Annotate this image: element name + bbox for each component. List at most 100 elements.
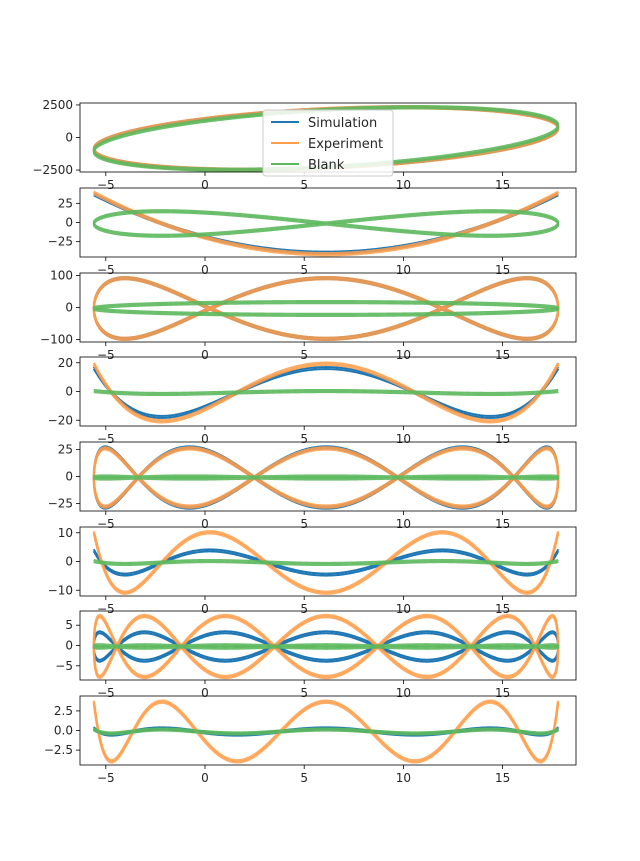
x-tick-label: −5: [97, 432, 115, 446]
x-tick-label: 0: [201, 263, 209, 277]
x-tick-label: 5: [300, 178, 308, 192]
series-line-experiment: [92, 363, 560, 424]
y-tick-label: −100: [40, 332, 73, 346]
series-line-blank: [93, 560, 559, 567]
series-group: [92, 530, 560, 595]
y-tick-label: 0: [65, 301, 73, 315]
x-tick-label: 10: [396, 178, 411, 192]
y-tick-label: 0: [65, 385, 73, 399]
series-line-blank: [92, 302, 560, 317]
legend-box: [262, 109, 394, 177]
subplot-2: −25 0 25 −5 0 5 10 15: [48, 187, 577, 277]
legend-label-blank: Blank: [308, 158, 345, 173]
x-tick-label: 5: [300, 602, 308, 616]
series-line-experiment: [92, 277, 560, 342]
x-tick-label: 15: [495, 178, 510, 192]
x-tick-label: 10: [396, 517, 411, 531]
x-tick-label: 10: [396, 602, 411, 616]
y-tick-label: 100: [50, 269, 73, 283]
series-line-experiment: [92, 699, 560, 762]
x-tick-label: 15: [495, 771, 510, 785]
series-line-experiment: [92, 701, 560, 764]
y-tick-label: −2500: [32, 163, 73, 177]
x-tick-label: 0: [201, 178, 209, 192]
series-line-experiment: [92, 275, 560, 340]
y-tick-label: 0.0: [54, 724, 73, 738]
x-tick-label: 5: [300, 686, 308, 700]
x-tick-label: 0: [201, 686, 209, 700]
y-tick-label: 25: [58, 443, 73, 457]
x-tick-label: −5: [97, 602, 115, 616]
series-group: [92, 613, 560, 680]
y-tick-label: 25: [58, 196, 73, 210]
x-tick-label: −5: [97, 348, 115, 362]
x-tick-label: 15: [495, 602, 510, 616]
y-tick-label: 2.5: [54, 704, 73, 718]
x-tick-label: 10: [396, 263, 411, 277]
x-tick-label: 10: [396, 348, 411, 362]
x-tick-label: 15: [495, 263, 510, 277]
x-tick-label: 0: [201, 771, 209, 785]
x-tick-label: 5: [300, 348, 308, 362]
series-line-blank: [92, 211, 560, 238]
subplot-6: −10 0 10 −5 0 5 10 15: [48, 526, 577, 616]
legend-label-experiment: Experiment: [308, 137, 383, 152]
x-tick-label: −5: [97, 686, 115, 700]
series-line-experiment: [93, 190, 559, 255]
series-line-blank: [93, 388, 559, 395]
subplot-8: −2.5 0.0 2.5 −5 0 5 10 15: [44, 695, 577, 785]
x-tick-label: 10: [396, 686, 411, 700]
series-line-blank: [92, 300, 560, 315]
y-tick-label: −20: [48, 413, 73, 427]
series-line-blank: [93, 727, 559, 734]
x-tick-label: −5: [97, 178, 115, 192]
series-line-simulation: [92, 548, 560, 575]
y-tick-label: 20: [58, 356, 73, 370]
series-line-experiment: [92, 532, 560, 595]
subplot-5: −25 0 25 −5 0 5 10 15: [48, 441, 577, 531]
series-group: [92, 105, 560, 172]
y-tick-label: 0: [65, 470, 73, 484]
series-line-experiment: [93, 192, 559, 257]
x-tick-label: 5: [300, 517, 308, 531]
series-group: [92, 190, 560, 257]
subplot-1: −2500 0 2500 −5 0 5 10 15: [32, 98, 577, 192]
series-line-blank: [93, 729, 559, 736]
y-tick-label: 5: [65, 618, 73, 632]
subplot-4: −20 0 20 −5 0 5 10 15: [48, 356, 577, 446]
legend-label-simulation: Simulation: [308, 116, 377, 131]
x-tick-label: 5: [300, 771, 308, 785]
x-tick-label: 0: [201, 602, 209, 616]
y-tick-label: 10: [58, 526, 73, 540]
x-tick-label: −5: [97, 517, 115, 531]
y-tick-label: 2500: [42, 98, 73, 112]
y-tick-label: 0: [65, 216, 73, 230]
y-tick-label: −5: [55, 659, 73, 673]
x-tick-label: 15: [495, 517, 510, 531]
x-tick-label: 15: [495, 686, 510, 700]
series-group: [92, 445, 560, 510]
series-line-blank: [93, 558, 559, 565]
series-line-blank: [92, 476, 560, 481]
x-tick-label: 5: [300, 263, 308, 277]
y-tick-label: −2.5: [44, 743, 73, 757]
legend: Simulation Experiment Blank: [262, 109, 394, 177]
series-line-experiment: [92, 530, 560, 593]
series-line-blank: [93, 390, 559, 397]
series-line-experiment: [92, 361, 560, 422]
y-tick-label: −25: [48, 496, 73, 510]
series-group: [92, 699, 560, 764]
x-tick-label: −5: [97, 771, 115, 785]
x-tick-label: 10: [396, 771, 411, 785]
y-tick-label: 0: [65, 555, 73, 569]
series-line-blank: [92, 645, 560, 650]
x-tick-label: 5: [300, 432, 308, 446]
series-line-blank: [92, 107, 560, 172]
series-line-simulation: [92, 550, 560, 577]
y-tick-label: 0: [65, 131, 73, 145]
x-tick-label: 15: [495, 348, 510, 362]
x-tick-label: 15: [495, 432, 510, 446]
x-tick-label: 10: [396, 432, 411, 446]
x-tick-label: −5: [97, 263, 115, 277]
